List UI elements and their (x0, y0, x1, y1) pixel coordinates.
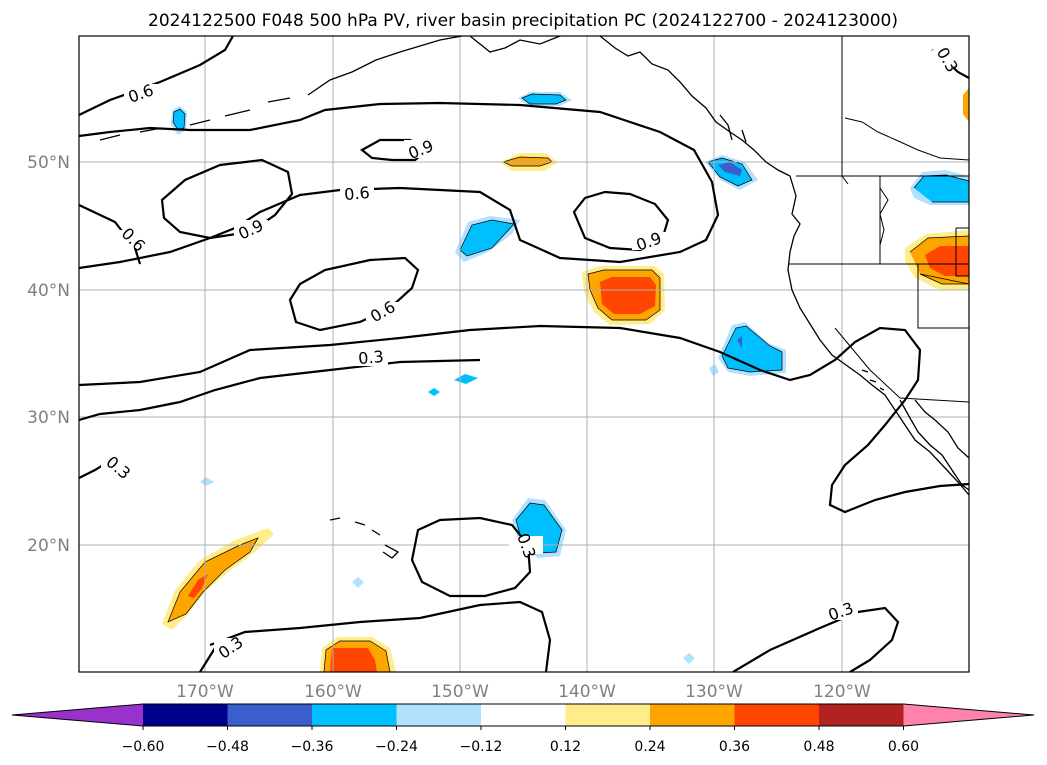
lon-tick-160w: 160°W (304, 682, 362, 702)
pv-contour-0.3-south-west (199, 647, 216, 672)
state-borders (788, 36, 969, 403)
queen-charlotte (719, 114, 747, 143)
pv-contour-0.6-center (288, 256, 420, 332)
pv-label-0.3-center: 0.3 (357, 347, 384, 368)
bc-coast (787, 175, 969, 496)
channel-islands (861, 369, 885, 391)
longitude-tick-labels: 170°W 160°W 150°W 140°W 130°W 120°W (176, 682, 871, 702)
pv-contour-0.3-main (79, 324, 969, 514)
colorbar: −0.60 −0.48 −0.36 −0.24 −0.12 0.12 0.24 0.36 0.4… (11, 703, 1035, 755)
latitude-tick-labels: 50°N 40°N 30°N 20°N (27, 153, 70, 556)
colorbar-tick-label: 0.48 (803, 739, 834, 755)
pv-contour-0.3-hawaii (410, 516, 532, 598)
precip-blob-northeast-edge (963, 88, 969, 122)
pv-label-0.6-center-north: 0.6 (343, 183, 370, 204)
pv-contour-0.6-upper (79, 101, 720, 270)
alaska-coast (307, 36, 791, 177)
colorbar-max-extension (903, 704, 1034, 726)
pv-contour-0.3-southeast (732, 606, 900, 672)
lat-tick-30n: 30°N (27, 408, 70, 428)
colorbar-swatch (819, 704, 904, 726)
colorbar-tick-label: −0.36 (291, 739, 334, 755)
baja-coast (899, 399, 969, 491)
colorbar-swatch (481, 704, 566, 726)
lon-tick-120w: 120°W (813, 682, 871, 702)
precip-shading-outlines (167, 93, 969, 672)
lat-tick-40n: 40°N (27, 281, 70, 301)
colorbar-swatch (396, 704, 481, 726)
hawaii-islands (329, 517, 400, 559)
colorbar-swatch (143, 704, 228, 726)
pv-contour-0.9-east (572, 190, 670, 252)
gulf-california (914, 399, 969, 459)
colorbar-tick-label: 0.36 (719, 739, 750, 755)
aleutians (99, 97, 291, 141)
colorbar-min-extension (12, 704, 143, 726)
map-panel (79, 36, 969, 672)
pv-contour-0.9-loop-west (160, 158, 294, 240)
pv-contour-labels: 0.6 0.9 0.6 0.9 0.6 0.9 0.6 0.3 0.3 0.3 … (101, 44, 962, 663)
colorbar-swatch (565, 704, 650, 726)
lon-tick-140w: 140°W (558, 682, 616, 702)
figure-title: 2024122500 F048 500 hPa PV, river basin … (148, 11, 898, 31)
lat-tick-50n: 50°N (27, 153, 70, 173)
pv-contour-0.3-south (209, 600, 552, 672)
colorbar-tick-label: −0.24 (375, 739, 418, 755)
colorbar-swatch (650, 704, 735, 726)
precip-negative-shading (171, 92, 969, 664)
coastlines (99, 36, 969, 559)
colorbar-tick-label: 0.12 (550, 739, 581, 755)
colorbar-tick-label: −0.48 (206, 739, 249, 755)
lon-tick-150w: 150°W (431, 682, 489, 702)
lon-tick-170w: 170°W (176, 682, 234, 702)
lat-tick-20n: 20°N (27, 536, 70, 556)
pv-contour-0.6-northwest (79, 36, 234, 116)
colorbar-tick-label: 0.60 (888, 739, 919, 755)
colorbar-swatch (734, 704, 819, 726)
lon-tick-130w: 130°W (685, 682, 743, 702)
colorbar-swatch (227, 704, 312, 726)
colorbar-tick-label: −0.60 (122, 739, 165, 755)
map-frame (78, 35, 970, 673)
colorbar-tick-label: 0.24 (634, 739, 665, 755)
colorbar-swatch (312, 704, 397, 726)
colorbar-tick-label: −0.12 (460, 739, 503, 755)
